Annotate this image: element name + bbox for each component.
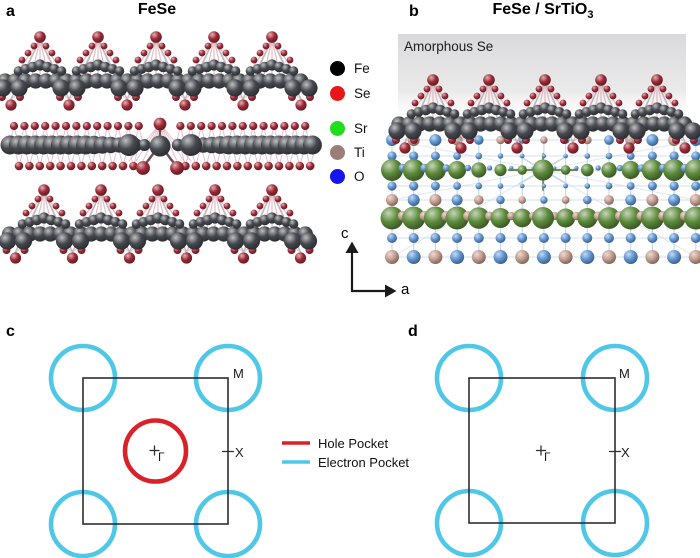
hole-pocket-label: Hole Pocket <box>318 436 389 451</box>
bz-c-x-label: X <box>235 445 244 460</box>
panel-b-title-main: FeSe / SrTiO <box>492 1 588 18</box>
pocket-legend-swatches <box>282 441 310 464</box>
amorphous-se-label: Amorphous Se <box>404 39 494 54</box>
brillouin-zone-d <box>434 343 650 558</box>
fese-structure <box>0 31 322 264</box>
brillouin-zone-c <box>48 343 263 558</box>
fe-atom-label: Fe <box>354 60 370 76</box>
o-atom-label: O <box>354 168 365 184</box>
electron-pocket-label: Electron Pocket <box>318 455 410 470</box>
panel-c-label: c <box>6 323 15 340</box>
axis-arrows <box>345 241 397 298</box>
sr-atom-swatch-icon <box>330 120 345 136</box>
panel-d-label: d <box>408 323 418 340</box>
axis-a-label: a <box>401 281 410 298</box>
panel-a-label: a <box>6 3 15 20</box>
legend-item-fe: Fe <box>330 60 370 76</box>
panel-a-title: FeSe <box>137 1 177 18</box>
se-atom-swatch-icon <box>330 85 345 101</box>
panel-b-label: b <box>409 3 419 20</box>
fese-monolayer <box>388 74 700 154</box>
ti-atom-swatch-icon <box>330 144 345 160</box>
legend-item-sr: Sr <box>330 120 368 136</box>
legend-item-ti: Ti <box>330 144 365 160</box>
panel-b-title-subscript: 3 <box>587 9 594 22</box>
bz-d-gamma-label: Γ <box>544 450 551 464</box>
bz-d-m-label: M <box>619 366 630 381</box>
panel-b-title: FeSe / SrTiO3 <box>461 1 625 21</box>
bz-d-x-label: X <box>621 445 630 460</box>
legend-item-o: O <box>330 168 365 184</box>
sr-atom-label: Sr <box>354 120 368 136</box>
o-atom-swatch-icon <box>330 168 345 184</box>
bz-c-gamma-label: Γ <box>158 450 165 464</box>
legend-item-se: Se <box>330 85 371 101</box>
axis-c-label: c <box>341 225 349 242</box>
ti-atom-label: Ti <box>354 144 365 160</box>
srtio3-substrate <box>380 134 700 264</box>
bz-c-m-label: M <box>233 366 244 381</box>
se-atom-label: Se <box>354 85 371 101</box>
fe-atom-swatch-icon <box>330 60 345 76</box>
